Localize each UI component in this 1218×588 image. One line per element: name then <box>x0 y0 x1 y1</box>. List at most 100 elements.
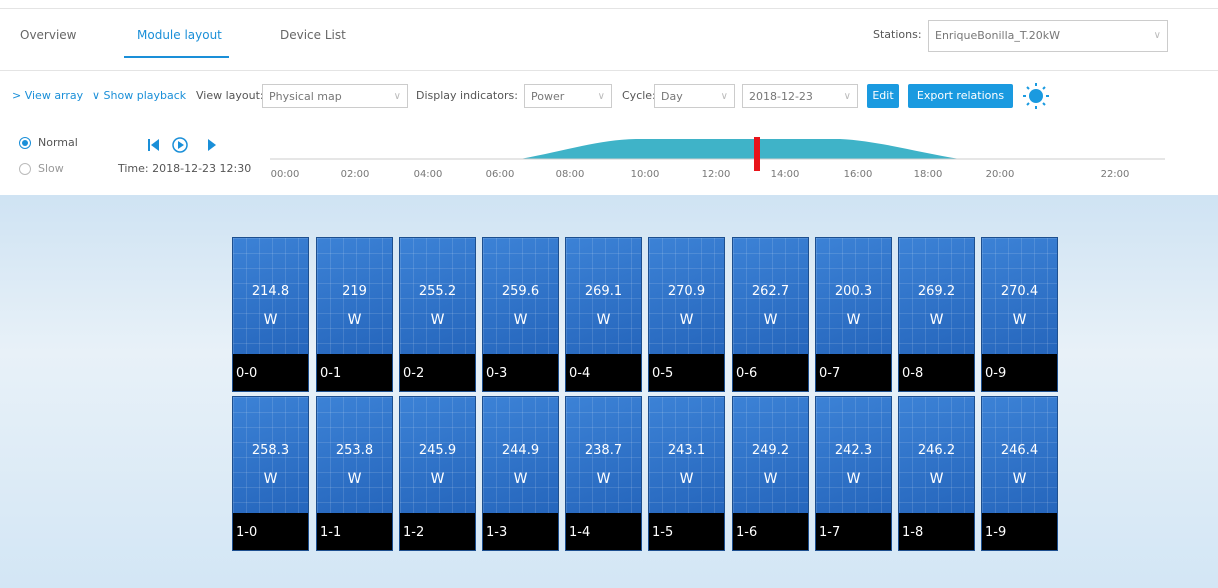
pv-module[interactable]: 255.2 W 0-2 <box>399 237 476 392</box>
module-unit: W <box>679 312 694 328</box>
pv-module[interactable]: 246.4 W 1-9 <box>981 396 1058 551</box>
radio-slow[interactable] <box>18 162 32 176</box>
module-power: 270.9 <box>667 284 706 299</box>
pv-module[interactable]: 253.8 W 1-1 <box>316 396 393 551</box>
module-unit: W <box>846 471 861 487</box>
pv-module[interactable]: 219 W 0-1 <box>316 237 393 392</box>
module-id: 0-4 <box>566 354 641 391</box>
timeline-tick: 14:00 <box>771 169 800 180</box>
pv-module[interactable]: 243.1 W 1-5 <box>648 396 725 551</box>
module-power: 214.8 <box>251 284 290 299</box>
normal-label: Normal <box>38 136 78 149</box>
pv-module[interactable]: 244.9 W 1-3 <box>482 396 559 551</box>
module-unit: W <box>763 471 778 487</box>
module-unit: W <box>347 312 362 328</box>
radio-normal[interactable] <box>18 136 32 150</box>
module-unit: W <box>1012 312 1027 328</box>
stations-label: Stations: <box>873 28 922 41</box>
timeline-tick: 12:00 <box>702 169 731 180</box>
view-array[interactable]: > View array <box>12 89 84 102</box>
module-power: 244.9 <box>501 443 540 458</box>
pv-module[interactable]: 214.8 W 0-0 <box>232 237 309 392</box>
divider <box>0 70 1218 71</box>
module-id: 1-5 <box>649 513 724 550</box>
cycle-label: Cycle: <box>622 89 656 102</box>
timeline-tick: 22:00 <box>1101 169 1130 180</box>
module-unit: W <box>263 471 278 487</box>
timeline-tick: 20:00 <box>986 169 1015 180</box>
module-id: 1-9 <box>982 513 1057 550</box>
module-power: 255.2 <box>418 284 457 299</box>
pv-module[interactable]: 246.2 W 1-8 <box>898 396 975 551</box>
module-unit: W <box>929 312 944 328</box>
playback-controls[interactable] <box>146 136 222 156</box>
pv-module[interactable]: 258.3 W 1-0 <box>232 396 309 551</box>
module-unit: W <box>513 312 528 328</box>
edit-button[interactable]: Edit <box>867 84 899 108</box>
tab[interactable]: Device List <box>280 28 346 42</box>
module-unit: W <box>596 312 611 328</box>
module-unit: W <box>263 312 278 328</box>
cycle-select[interactable]: Day <box>654 84 735 109</box>
timeline-tick: 00:00 <box>271 169 300 180</box>
pv-module[interactable]: 238.7 W 1-4 <box>565 396 642 551</box>
show-playback[interactable]: ∨ Show playback <box>92 89 187 102</box>
module-power: 269.1 <box>584 284 623 299</box>
module-id: 1-6 <box>733 513 808 550</box>
module-id: 0-8 <box>899 354 974 391</box>
view-layout-select[interactable]: Physical map <box>262 84 408 109</box>
module-id: 0-9 <box>982 354 1057 391</box>
module-id: 0-1 <box>317 354 392 391</box>
indicators-select[interactable]: Power <box>524 84 612 109</box>
tab[interactable]: Module layout <box>137 28 222 42</box>
pv-module[interactable]: 242.3 W 1-7 <box>815 396 892 551</box>
module-power: 200.3 <box>834 284 873 299</box>
module-power: 262.7 <box>751 284 790 299</box>
time-marker[interactable] <box>754 137 760 171</box>
sun-icon[interactable] <box>1022 82 1050 110</box>
module-unit: W <box>929 471 944 487</box>
module-unit: W <box>596 471 611 487</box>
pv-module[interactable]: 200.3 W 0-7 <box>815 237 892 392</box>
date-input[interactable]: 2018-12-23 <box>742 84 858 109</box>
module-unit: W <box>679 471 694 487</box>
module-unit: W <box>846 312 861 328</box>
power-curve <box>520 139 960 159</box>
module-power: 253.8 <box>335 443 374 458</box>
module-id: 1-2 <box>400 513 475 550</box>
module-id: 1-7 <box>816 513 891 550</box>
timeline-tick: 02:00 <box>341 169 370 180</box>
playback-time: Time: 2018-12-23 12:30 <box>118 162 252 175</box>
indicators-label: Display indicators: <box>416 89 518 102</box>
pv-module[interactable]: 270.9 W 0-5 <box>648 237 725 392</box>
view-layout-label: View layout: <box>196 89 264 102</box>
module-id: 1-3 <box>483 513 558 550</box>
pv-module[interactable]: 249.2 W 1-6 <box>732 396 809 551</box>
module-id: 1-1 <box>317 513 392 550</box>
timeline-tick: 08:00 <box>556 169 585 180</box>
module-power: 243.1 <box>667 443 706 458</box>
module-power: 259.6 <box>501 284 540 299</box>
module-unit: W <box>430 312 445 328</box>
module-id: 0-6 <box>733 354 808 391</box>
stations-select[interactable]: EnriqueBonilla_T.20kW <box>928 20 1168 52</box>
timeline-tick: 10:00 <box>631 169 660 180</box>
module-unit: W <box>430 471 445 487</box>
module-power: 249.2 <box>751 443 790 458</box>
pv-module[interactable]: 270.4 W 0-9 <box>981 237 1058 392</box>
export-button[interactable]: Export relations <box>908 84 1013 108</box>
pv-module[interactable]: 269.1 W 0-4 <box>565 237 642 392</box>
pv-module[interactable]: 262.7 W 0-6 <box>732 237 809 392</box>
module-power: 270.4 <box>1000 284 1039 299</box>
module-unit: W <box>513 471 528 487</box>
pv-module[interactable]: 269.2 W 0-8 <box>898 237 975 392</box>
pv-module[interactable]: 245.9 W 1-2 <box>399 396 476 551</box>
tab[interactable]: Overview <box>20 28 77 42</box>
module-power: 242.3 <box>834 443 873 458</box>
module-power: 238.7 <box>584 443 623 458</box>
pv-module[interactable]: 259.6 W 0-3 <box>482 237 559 392</box>
module-id: 1-8 <box>899 513 974 550</box>
module-id: 1-4 <box>566 513 641 550</box>
timeline[interactable]: 00:00 02:00 04:00 06:00 08:00 10:00 12:00 14:00… <box>0 125 1218 195</box>
